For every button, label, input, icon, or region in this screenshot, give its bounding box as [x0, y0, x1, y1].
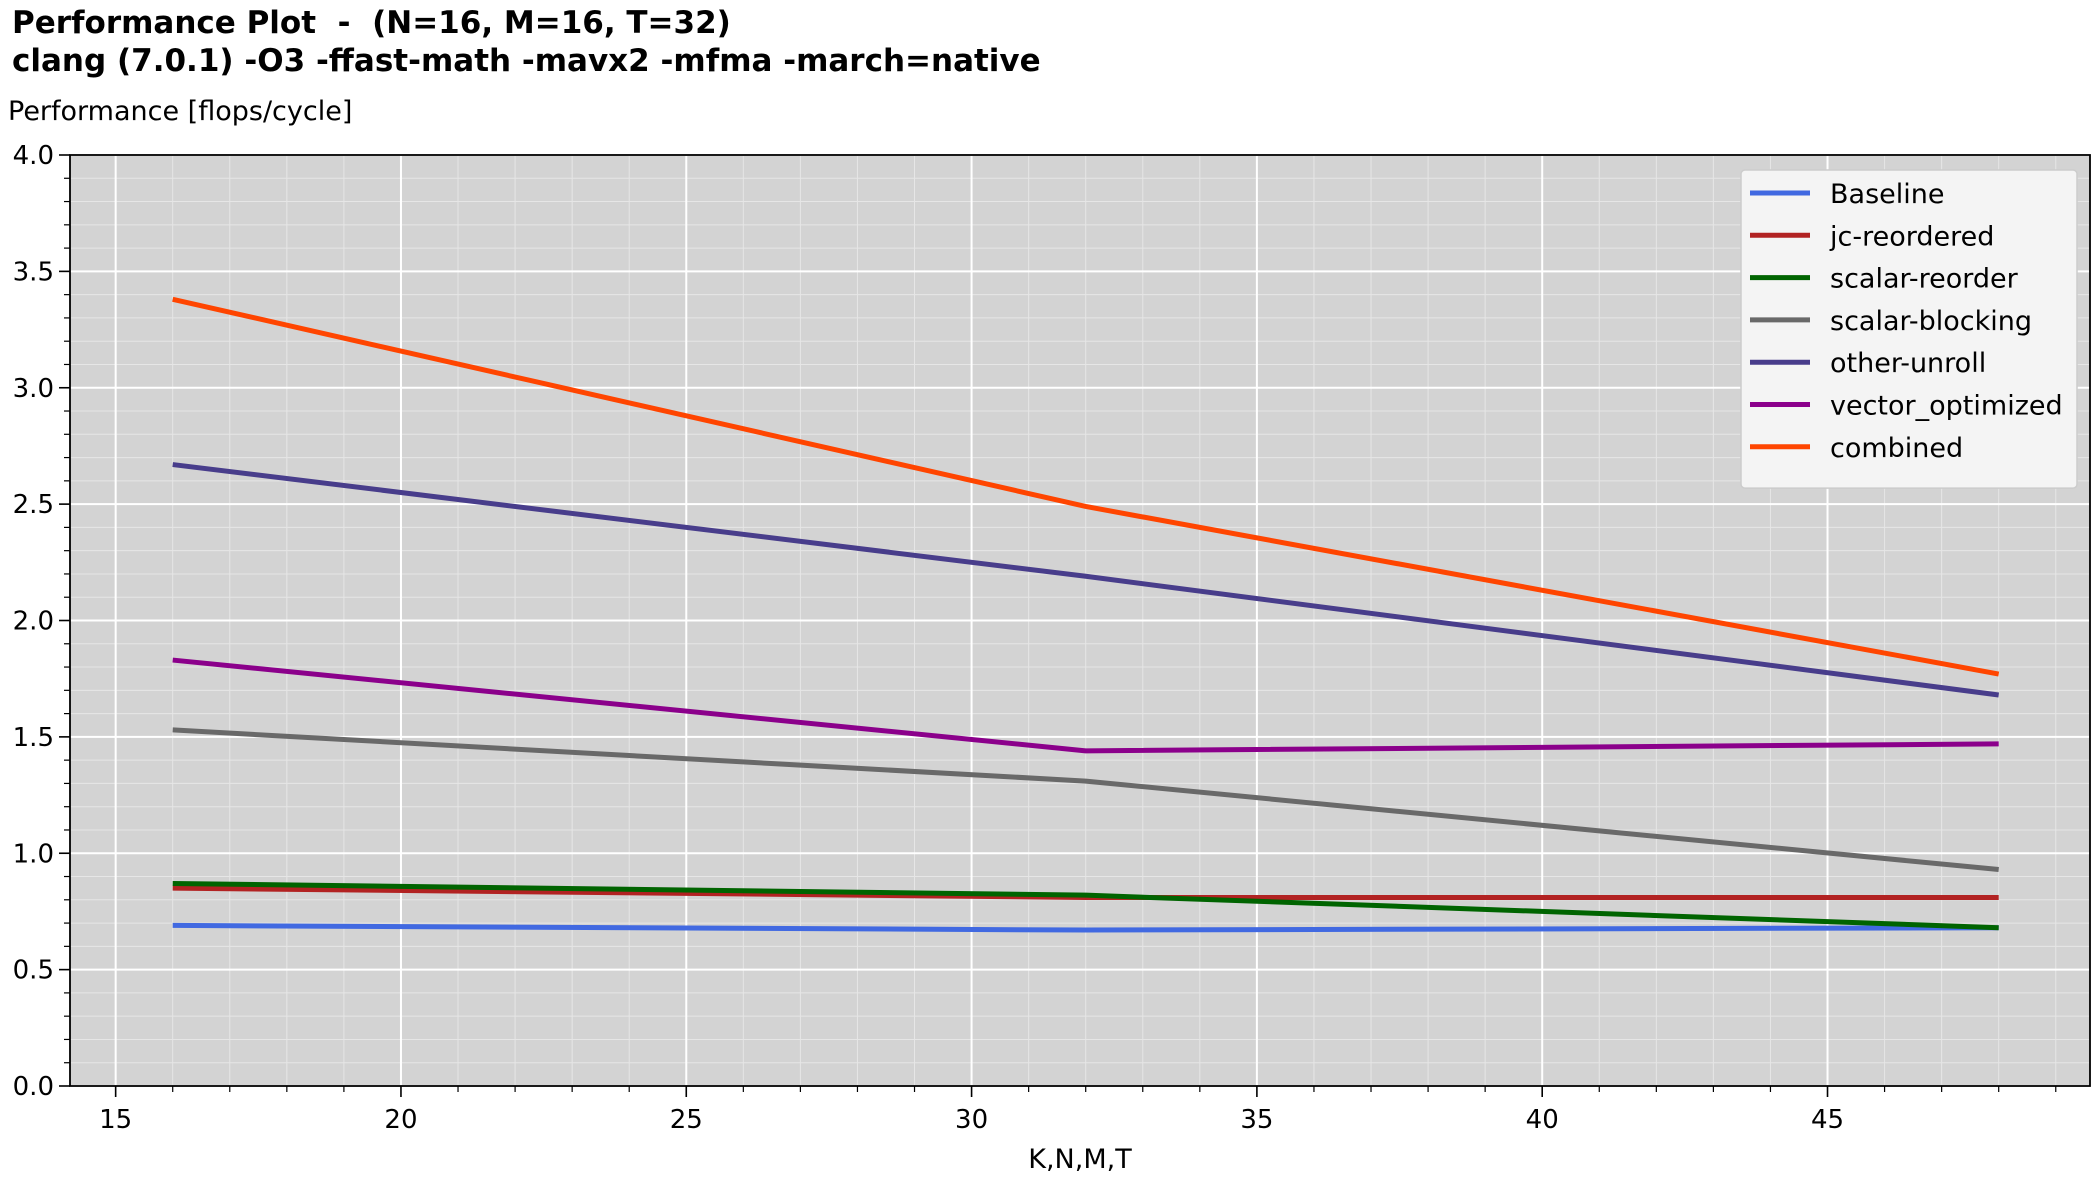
y-tick-label: 1.0 [13, 839, 54, 869]
chart-subtitle: clang (7.0.1) -O3 -ffast-math -mavx2 -mf… [12, 43, 1041, 79]
x-tick-label: 45 [1811, 1105, 1844, 1135]
y-axis-label: Performance [flops/cycle] [8, 96, 353, 127]
legend-label: vector_optimized [1830, 391, 2063, 422]
x-tick-label: 20 [384, 1105, 417, 1135]
series-line-scalar-reorder [172, 881, 1999, 931]
legend-label: scalar-blocking [1830, 306, 2032, 337]
legend-label: scalar-reorder [1830, 264, 2019, 295]
series-line-other-unroll [172, 462, 2000, 698]
legend: Baseline jc-reordered scalar-reorder scalar… [1740, 169, 2078, 489]
legend-label: combined [1830, 433, 1963, 464]
series-line-scalar-blocking [172, 727, 1999, 873]
series-lines [172, 296, 2000, 933]
y-tick-label: 4.0 [13, 141, 54, 171]
y-tick-label: 2.5 [13, 490, 54, 520]
x-tick-label: 30 [955, 1105, 988, 1135]
y-tick-label: 0.0 [13, 1072, 54, 1102]
y-tick-label: 3.0 [13, 374, 54, 404]
legend-label: other-unroll [1830, 348, 1986, 379]
x-tick-label: 25 [670, 1105, 703, 1135]
series-line-baseline [172, 922, 1999, 933]
legend-box [1740, 169, 2078, 489]
axis-ticks: 15 20 25 30 35 40 45 0.0 0.5 1.0 1.5 2.0 2.5 3.0 3.5 4.… [13, 141, 2057, 1135]
y-tick-label: 2.0 [13, 607, 54, 637]
legend-label: jc-reordered [1829, 221, 1994, 252]
x-tick-label: 35 [1240, 1105, 1273, 1135]
chart-title: Performance Plot - (N=16, M=16, T=32) [12, 5, 731, 41]
x-tick-label: 40 [1526, 1105, 1559, 1135]
series-line-combined [172, 296, 2000, 677]
x-tick-label: 15 [99, 1105, 132, 1135]
legend-label: Baseline [1830, 179, 1944, 210]
y-tick-label: 0.5 [13, 956, 54, 986]
series-line-vector-optimized [172, 657, 1999, 754]
x-axis-label: K,N,M,T [1028, 1144, 1132, 1175]
y-tick-label: 3.5 [13, 257, 54, 287]
plot-frame [69, 154, 2091, 1087]
y-tick-label: 1.5 [13, 723, 54, 753]
